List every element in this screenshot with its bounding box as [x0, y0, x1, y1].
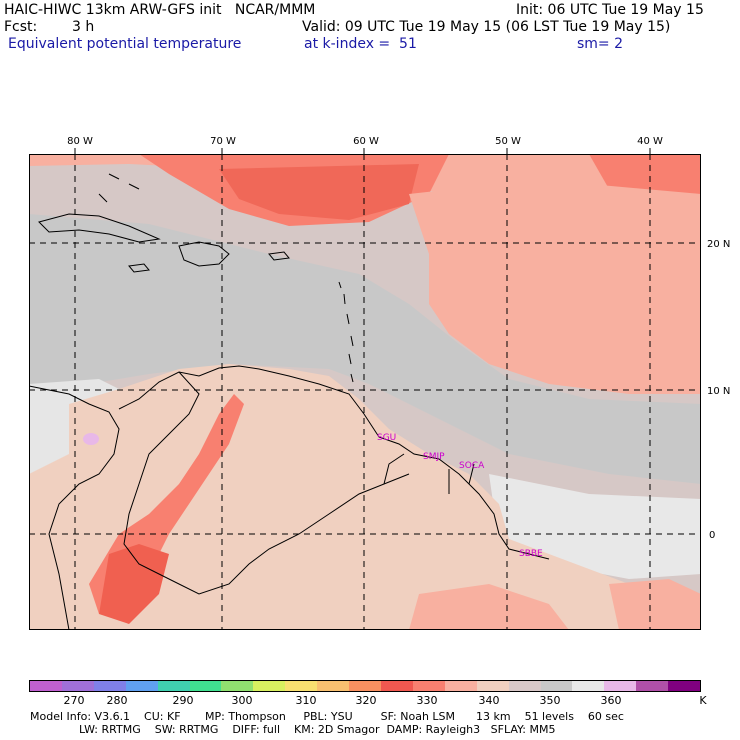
colorbar-tick: 330 [416, 694, 438, 707]
colorbar-tick: 350 [539, 694, 561, 707]
lon-label: 50 W [495, 136, 521, 147]
lat-label: 0 [709, 530, 715, 541]
colorbar-swatch [540, 681, 573, 691]
colorbar-swatch [61, 681, 94, 691]
lon-label: 40 W [637, 136, 663, 147]
forecast-label: Fcst: [4, 19, 38, 35]
colorbar-swatch [636, 681, 669, 691]
colorbar-tick: 360 [600, 694, 622, 707]
colorbar-tick: 300 [231, 694, 253, 707]
model-info-line1: Model Info: V3.6.1 CU: KF MP: Thompson P… [30, 710, 624, 723]
model-title: HAIC-HIWC 13km ARW-GFS init NCAR/MMM [4, 2, 316, 18]
colorbar-tick: 340 [478, 694, 500, 707]
colorbar-swatch [93, 681, 126, 691]
colorbar-swatch [412, 681, 445, 691]
colorbar-swatch [285, 681, 318, 691]
init-time: Init: 06 UTC Tue 19 May 15 [516, 2, 704, 18]
colorbar-swatch [444, 681, 477, 691]
station-label: SGU [377, 433, 396, 443]
station-label: SMJP [423, 452, 445, 462]
lon-label: 80 W [67, 136, 93, 147]
colorbar-tick: 270 [63, 694, 85, 707]
colorbar-swatch [572, 681, 605, 691]
colorbar-tick: 310 [295, 694, 317, 707]
lon-label: 70 W [210, 136, 236, 147]
colorbar-tick: 290 [172, 694, 194, 707]
colorbar-swatch [157, 681, 190, 691]
colorbar-unit: K [699, 694, 707, 707]
model-info-line2: LW: RRTMG SW: RRTMG DIFF: full KM: 2D Sm… [30, 723, 556, 736]
lat-label: 20 N [707, 239, 730, 250]
colorbar-swatch [668, 681, 701, 691]
colorbar-swatch [125, 681, 158, 691]
colorbar-swatch [189, 681, 222, 691]
forecast-hour: 3 h [72, 19, 95, 35]
smoothing-info: sm= 2 [577, 36, 624, 52]
colorbar-swatch [30, 681, 62, 691]
valid-time: Valid: 09 UTC Tue 19 May 15 (06 LST Tue … [302, 19, 671, 35]
lat-label: 10 N [707, 386, 730, 397]
colorbar-swatch [380, 681, 413, 691]
station-label: SOCA [459, 461, 485, 471]
theta-e-map: SGU SMJP SOCA SBBE [29, 154, 701, 630]
level-info: at k-index = 51 [304, 36, 417, 52]
colorbar-tick: 280 [106, 694, 128, 707]
colorbar [29, 680, 701, 692]
colorbar-swatch [221, 681, 254, 691]
colorbar-swatch [253, 681, 286, 691]
colorbar-swatch [476, 681, 509, 691]
colorbar-tick: 320 [355, 694, 377, 707]
colorbar-swatch [317, 681, 350, 691]
longitude-axis: 80 W 70 W 60 W 50 W 40 W [67, 136, 663, 154]
colorbar-swatch [508, 681, 541, 691]
colorbar-swatch [604, 681, 637, 691]
colorbar-swatch [349, 681, 381, 691]
lon-label: 60 W [353, 136, 379, 147]
latitude-axis: 20 N 10 N 0 [707, 239, 730, 541]
station-label: SBBE [519, 549, 543, 559]
field-name: Equivalent potential temperature [8, 36, 242, 52]
